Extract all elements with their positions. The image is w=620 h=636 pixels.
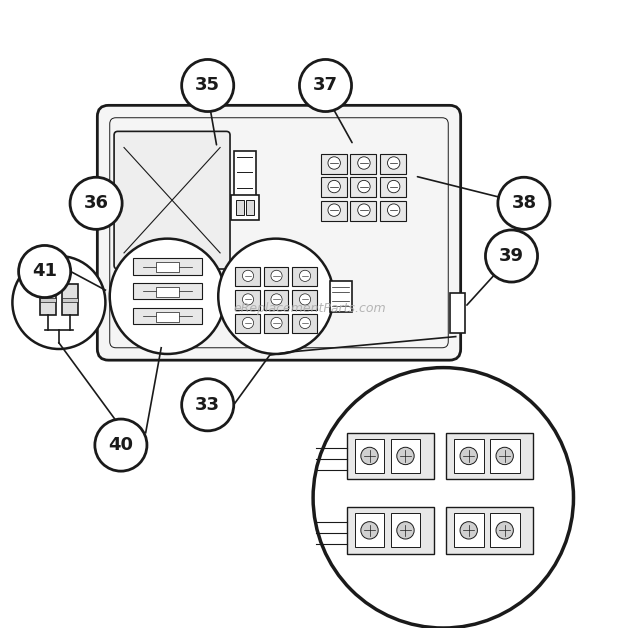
- Bar: [234, 151, 256, 197]
- Bar: [40, 284, 56, 315]
- Circle shape: [328, 204, 340, 216]
- Text: eReplacementParts.com: eReplacementParts.com: [234, 302, 386, 315]
- Circle shape: [70, 177, 122, 230]
- Circle shape: [19, 245, 71, 298]
- Circle shape: [271, 294, 282, 305]
- Bar: [446, 432, 533, 479]
- Circle shape: [299, 270, 311, 281]
- Circle shape: [182, 59, 234, 111]
- Circle shape: [182, 379, 234, 431]
- Bar: [350, 154, 376, 174]
- Circle shape: [496, 522, 513, 539]
- Bar: [235, 314, 260, 333]
- Bar: [292, 290, 317, 310]
- Circle shape: [361, 447, 378, 465]
- Circle shape: [485, 230, 538, 282]
- Circle shape: [299, 59, 352, 111]
- Bar: [156, 262, 179, 272]
- Bar: [380, 177, 406, 197]
- Circle shape: [95, 419, 147, 471]
- Circle shape: [460, 447, 477, 465]
- Bar: [380, 201, 406, 221]
- Bar: [156, 312, 179, 322]
- Bar: [454, 513, 484, 548]
- Circle shape: [242, 294, 254, 305]
- Bar: [355, 513, 384, 548]
- Bar: [292, 266, 317, 286]
- Circle shape: [110, 238, 225, 354]
- Bar: [235, 266, 260, 286]
- Circle shape: [388, 181, 400, 193]
- Bar: [264, 290, 288, 310]
- Bar: [490, 439, 520, 473]
- Bar: [355, 439, 384, 473]
- Bar: [330, 281, 352, 312]
- Circle shape: [218, 238, 334, 354]
- Circle shape: [397, 522, 414, 539]
- FancyBboxPatch shape: [97, 106, 461, 360]
- Circle shape: [358, 181, 370, 193]
- Circle shape: [299, 317, 311, 329]
- Bar: [264, 314, 288, 333]
- Circle shape: [358, 157, 370, 169]
- Circle shape: [242, 317, 254, 329]
- Bar: [40, 298, 56, 303]
- Bar: [236, 200, 244, 215]
- Circle shape: [498, 177, 550, 230]
- Circle shape: [299, 294, 311, 305]
- Bar: [246, 200, 254, 215]
- Bar: [62, 284, 78, 315]
- Text: 33: 33: [195, 396, 220, 414]
- Text: 35: 35: [195, 76, 220, 95]
- Bar: [133, 308, 202, 324]
- Text: 41: 41: [32, 263, 57, 280]
- Bar: [235, 290, 260, 310]
- Bar: [350, 177, 376, 197]
- Bar: [347, 507, 434, 553]
- Bar: [446, 507, 533, 553]
- Circle shape: [328, 181, 340, 193]
- Bar: [321, 154, 347, 174]
- Bar: [321, 177, 347, 197]
- Bar: [133, 258, 202, 275]
- Bar: [350, 201, 376, 221]
- Bar: [391, 439, 420, 473]
- Bar: [380, 154, 406, 174]
- Circle shape: [388, 157, 400, 169]
- Text: 37: 37: [313, 76, 338, 95]
- FancyBboxPatch shape: [114, 132, 230, 269]
- Bar: [391, 513, 420, 548]
- Circle shape: [313, 368, 574, 628]
- Bar: [450, 293, 465, 333]
- Text: 38: 38: [512, 195, 536, 212]
- Bar: [156, 287, 179, 297]
- Bar: [133, 283, 202, 300]
- Bar: [264, 266, 288, 286]
- Bar: [321, 201, 347, 221]
- Text: 40: 40: [108, 436, 133, 454]
- Circle shape: [388, 204, 400, 216]
- Circle shape: [271, 317, 282, 329]
- Bar: [490, 513, 520, 548]
- Circle shape: [496, 447, 513, 465]
- Circle shape: [242, 270, 254, 281]
- Circle shape: [271, 270, 282, 281]
- Circle shape: [328, 157, 340, 169]
- Bar: [454, 439, 484, 473]
- Bar: [231, 195, 259, 220]
- Text: 36: 36: [84, 195, 108, 212]
- Circle shape: [12, 256, 105, 349]
- Bar: [62, 298, 78, 303]
- Bar: [347, 432, 434, 479]
- Circle shape: [361, 522, 378, 539]
- Text: 39: 39: [499, 247, 524, 265]
- Circle shape: [397, 447, 414, 465]
- Circle shape: [358, 204, 370, 216]
- Bar: [292, 314, 317, 333]
- Circle shape: [460, 522, 477, 539]
